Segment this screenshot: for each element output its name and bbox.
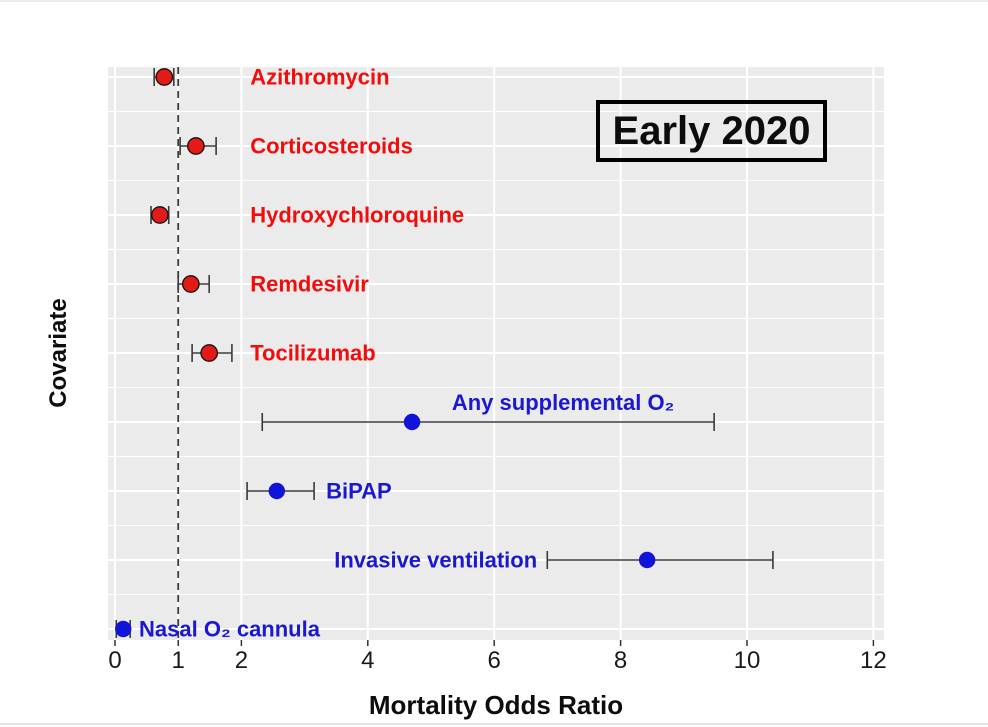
point-label: Nasal O₂ cannula <box>139 617 321 642</box>
point-marker <box>115 620 132 638</box>
forest-row: Hydroxychloroquine <box>150 203 464 228</box>
forest-row: Invasive ventilation <box>334 548 774 573</box>
x-tick-label: 10 <box>734 647 761 674</box>
x-tick-label: 1 <box>172 647 185 674</box>
point-marker <box>200 344 219 362</box>
forest-row: Azithromycin <box>153 65 390 90</box>
point-label: Remdesivir <box>250 272 369 297</box>
point-marker <box>638 551 656 569</box>
forest-row: Remdesivir <box>177 272 369 297</box>
point-marker <box>187 137 205 155</box>
x-axis-title: Mortality Odds Ratio <box>368 690 624 720</box>
x-tick-label: 12 <box>860 647 887 674</box>
y-axis-title: Covariate <box>45 298 72 408</box>
x-tick-label: 2 <box>235 647 248 674</box>
forest-row: Corticosteroids <box>179 134 413 159</box>
point-marker <box>151 206 169 224</box>
forest-row: Tocilizumab <box>191 341 376 366</box>
point-label: Corticosteroids <box>250 134 413 159</box>
x-tick-label: 6 <box>488 647 501 674</box>
point-marker <box>403 413 421 431</box>
point-label: Any supplemental O₂ <box>452 390 674 415</box>
period-label: Early 2020 <box>612 108 811 153</box>
forest-row: Nasal O₂ cannula <box>115 617 321 642</box>
point-label: Tocilizumab <box>250 341 375 366</box>
x-tick-label: 4 <box>361 647 374 674</box>
point-label: Azithromycin <box>250 65 389 90</box>
point-marker <box>181 275 200 293</box>
point-label: BiPAP <box>326 479 392 504</box>
forest-row: Any supplemental O₂ <box>261 390 715 431</box>
forest-row: BiPAP <box>246 479 392 504</box>
point-marker <box>155 68 174 86</box>
point-marker <box>268 482 285 500</box>
point-label: Invasive ventilation <box>334 548 537 573</box>
x-tick-label: 8 <box>614 647 627 674</box>
x-tick-label: 0 <box>108 647 121 674</box>
period-label-box: Early 2020 <box>596 100 827 162</box>
point-label: Hydroxychloroquine <box>250 203 464 228</box>
